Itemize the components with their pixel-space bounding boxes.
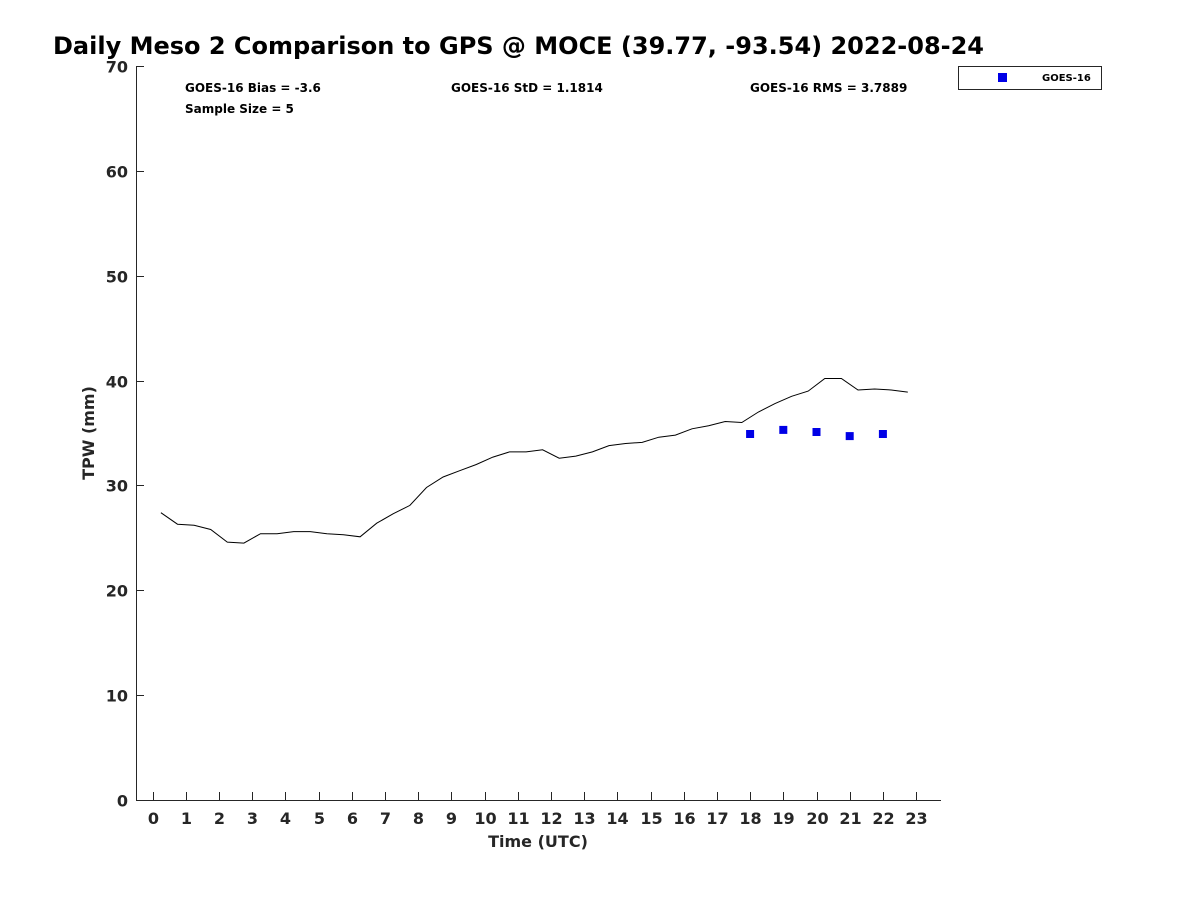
y-tick-label: 60 (106, 163, 128, 182)
x-tick-label: 2 (214, 809, 225, 828)
chart-title: Daily Meso 2 Comparison to GPS @ MOCE (3… (53, 32, 984, 60)
x-tick-label: 22 (872, 809, 894, 828)
y-tick-label: 40 (106, 373, 128, 392)
legend-label-goes16: GOES-16 (1042, 73, 1091, 84)
data-point-goes16 (845, 432, 854, 441)
x-tick-label: 21 (839, 809, 861, 828)
y-tick-label: 50 (106, 268, 128, 287)
x-tick-label: 18 (739, 809, 761, 828)
series-layer (160, 378, 908, 544)
data-point-goes16 (878, 430, 887, 438)
x-tick-label: 10 (474, 809, 496, 828)
y-tick-label: 0 (117, 792, 128, 811)
legend-marker-goes16 (998, 73, 1007, 82)
x-tick-label: 23 (905, 809, 927, 828)
y-tick-label: 70 (106, 58, 128, 77)
x-tick-label: 12 (540, 809, 562, 828)
stat-bias: GOES-16 Bias = -3.6 (185, 81, 321, 95)
x-tick-label: 3 (247, 809, 258, 828)
x-tick-label: 9 (446, 809, 457, 828)
x-tick-label: 20 (806, 809, 828, 828)
x-tick-label: 1 (181, 809, 192, 828)
x-tick-label: 0 (148, 809, 159, 828)
x-tick-label: 8 (413, 809, 424, 828)
x-tick-label: 15 (640, 809, 662, 828)
stat-rms: GOES-16 RMS = 3.7889 (750, 81, 907, 95)
x-tick-label: 14 (606, 809, 628, 828)
series-line-gps (160, 378, 908, 544)
x-tick-label: 7 (380, 809, 391, 828)
x-tick-label: 4 (280, 809, 291, 828)
x-tick-label: 6 (347, 809, 358, 828)
y-tick-label: 10 (106, 687, 128, 706)
x-tick-label: 16 (673, 809, 695, 828)
x-tick-label: 11 (507, 809, 529, 828)
y-tick-label: 20 (106, 582, 128, 601)
y-axis-label: TPW (mm) (79, 386, 98, 480)
axes (136, 66, 941, 801)
y-ticks: 0 10 20 30 40 50 60 70 (106, 58, 144, 811)
data-point-goes16 (746, 430, 755, 438)
stat-sample-size: Sample Size = 5 (185, 102, 294, 116)
legend-box (958, 66, 1102, 90)
x-tick-label: 17 (706, 809, 728, 828)
y-tick-label: 30 (106, 477, 128, 496)
legend: GOES-16 (958, 66, 1102, 90)
stat-std: GOES-16 StD = 1.1814 (451, 81, 603, 95)
x-tick-label: 5 (314, 809, 325, 828)
x-tick-label: 13 (573, 809, 595, 828)
data-point-goes16 (812, 428, 821, 436)
x-tick-label: 19 (772, 809, 794, 828)
x-axis-label: Time (UTC) (488, 832, 588, 851)
data-point-goes16 (779, 425, 788, 434)
x-ticks: 0 1 2 3 4 5 6 7 8 9 10 11 12 13 14 15 16 17 18 19 20 21 22 23 (148, 792, 928, 828)
